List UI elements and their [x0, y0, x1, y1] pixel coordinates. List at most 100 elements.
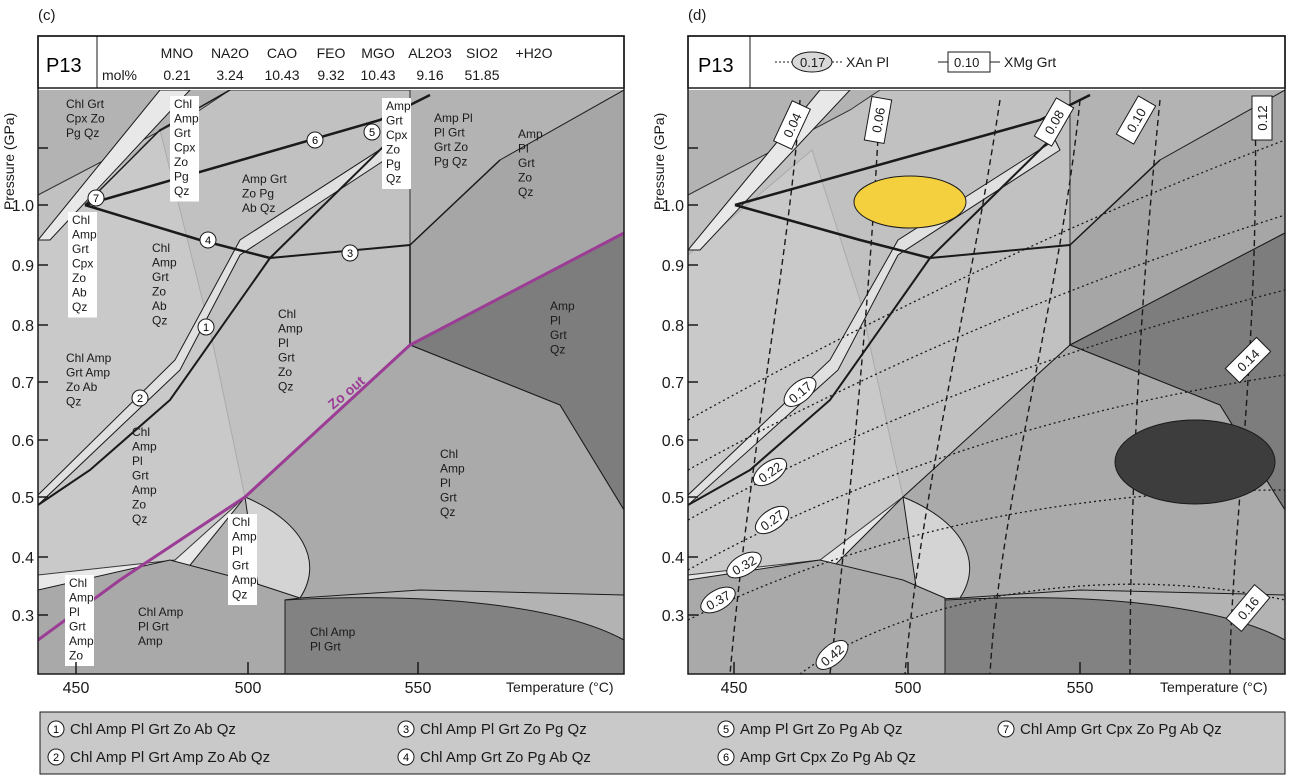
phase-field-label: Chl Grt Cpx Zo Pg Qz: [66, 97, 105, 140]
panel-d-sample: P13: [698, 55, 734, 77]
oxide-value: 10.43: [264, 67, 299, 83]
panel-c-xlabel: Temperature (°C): [506, 679, 614, 695]
dark-pt-region: [1114, 419, 1276, 505]
reaction-marker: [363, 123, 381, 141]
reaction-marker-number: 4: [205, 235, 211, 247]
oxide-name: MGO: [361, 45, 395, 61]
svg-text:Chl Amp Grt Cpx Zo Pg Ab Qz: Chl Amp Grt Cpx Zo Pg Ab Qz: [1020, 721, 1222, 738]
svg-text:5: 5: [723, 724, 729, 736]
phase-field-label: Amp Pl Grt Qz: [550, 299, 575, 357]
x-tick-label: 450: [63, 680, 90, 697]
y-tick-label: 0.6: [12, 433, 34, 450]
svg-text:7: 7: [1003, 724, 1009, 736]
oxide-name: AL2O3: [408, 45, 452, 61]
y-tick-label: 0.6: [662, 433, 684, 450]
y-tick-label: 0.4: [12, 550, 34, 567]
panel-c-header: P13 mol% MNO0.21NA2O3.24CAO10.43FEO9.32M…: [37, 35, 625, 89]
svg-text:Chl Amp Pl Grt Zo Pg Qz: Chl Amp Pl Grt Zo Pg Qz: [420, 721, 587, 738]
reaction-marker: [306, 131, 324, 149]
svg-text:3: 3: [403, 724, 409, 736]
phase-field-label: Chl Amp Pl Grt Amp Zo: [69, 576, 94, 663]
oxide-name: MNO: [161, 45, 194, 61]
legend-xmg-text: XMg Grt: [1004, 54, 1056, 70]
phase-field-label: Chl Amp Pl Grt Zo Qz: [278, 307, 303, 394]
field-label-box: [228, 514, 257, 605]
y-tick-label: 0.8: [662, 318, 684, 335]
reaction-marker: [341, 244, 359, 262]
phase-field-label: Chl Amp Pl Grt Amp: [138, 605, 184, 648]
legend-item: 4 Chl Amp Grt Zo Pg Ab Qz: [397, 748, 591, 766]
panel-c-sample: P13: [46, 55, 82, 77]
legend-item: 6 Amp Grt Cpx Zo Pg Ab Qz: [717, 748, 916, 766]
oxide-value: 0.21: [163, 67, 190, 83]
phase-field-label: Chl Amp Pl Grt Amp Zo Qz: [132, 425, 157, 526]
svg-text:0.06: 0.06: [869, 106, 888, 134]
field-label-box: [68, 212, 97, 318]
legend-xan-value: 0.17: [800, 55, 825, 70]
y-tick-label: 0.8: [12, 318, 34, 335]
svg-text:0.12: 0.12: [1255, 105, 1270, 130]
phase-field-label: Chl Amp Grt Amp Zo Ab Qz: [66, 351, 112, 409]
reaction-marker: [199, 231, 217, 249]
phase-field-label: Amp Grt Cpx Zo Pg Qz: [386, 99, 411, 186]
svg-text:6: 6: [723, 752, 729, 764]
legend-item: 2 Chl Amp Pl Grt Amp Zo Ab Qz: [47, 748, 270, 766]
y-tick-label: 0.3: [662, 608, 684, 625]
xmg-isopleth-label: 0.12: [1251, 95, 1273, 141]
oxide-name: NA2O: [211, 45, 249, 61]
reaction-marker-number: 2: [137, 393, 143, 405]
legend-item: 5 Amp Pl Grt Zo Pg Ab Qz: [717, 720, 903, 738]
reaction-marker-number: 5: [369, 127, 375, 139]
oxide-value: 9.32: [317, 67, 344, 83]
reaction-marker: [197, 318, 215, 336]
phase-field-label: Chl Amp Pl Grt: [310, 625, 356, 654]
xmg-isopleth-label: 0.06: [863, 96, 893, 144]
y-tick-label: 0.7: [662, 375, 684, 392]
phase-field-label: Chl Amp Pl Grt Qz: [440, 447, 465, 519]
reaction-marker-number: 3: [347, 248, 353, 260]
x-tick-label: 500: [895, 680, 922, 697]
x-tick-label: 500: [235, 680, 262, 697]
legend-xan-text: XAn Pl: [846, 54, 889, 70]
composition-unit: mol%: [102, 67, 137, 83]
y-tick-label: 0.9: [662, 258, 684, 275]
legend-item: 1 Chl Amp Pl Grt Zo Ab Qz: [47, 720, 236, 738]
svg-text:Chl Amp Pl Grt Amp Zo Ab Qz: Chl Amp Pl Grt Amp Zo Ab Qz: [70, 749, 270, 766]
y-tick-label: 0.3: [12, 608, 34, 625]
phase-field-label: Chl Amp Grt Zo Ab Qz: [152, 241, 177, 328]
panel-d-xlabel: Temperature (°C): [1160, 679, 1268, 695]
svg-text:1: 1: [53, 724, 59, 736]
y-tick-label: 0.5: [12, 490, 34, 507]
oxide-value: 9.16: [416, 67, 443, 83]
svg-text:Amp Grt Cpx Zo Pg Ab Qz: Amp Grt Cpx Zo Pg Ab Qz: [740, 749, 916, 766]
panel-d-ylabel: Pressure (GPa): [651, 113, 667, 210]
svg-text:Amp Pl Grt Zo Pg Ab Qz: Amp Pl Grt Zo Pg Ab Qz: [740, 721, 903, 738]
field-label-box: [65, 575, 94, 666]
oxide-value: 3.24: [216, 67, 243, 83]
svg-text:4: 4: [403, 752, 409, 764]
phase-field-label: Chl Amp Pl Grt Amp Qz: [232, 515, 257, 602]
phase-field-label: Amp Grt Zo Pg Ab Qz: [242, 172, 287, 215]
legend-item: 3 Chl Amp Pl Grt Zo Pg Qz: [397, 720, 587, 738]
x-tick-label: 550: [1067, 680, 1094, 697]
y-tick-label: 0.7: [12, 375, 34, 392]
reaction-marker: [87, 189, 105, 207]
y-tick-label: 1.0: [12, 198, 34, 215]
oxide-name: SIO2: [466, 45, 498, 61]
reaction-marker-number: 1: [203, 322, 209, 334]
reaction-legend: [39, 711, 1286, 775]
oxide-value: 51.85: [464, 67, 499, 83]
oxide-name: FEO: [317, 45, 346, 61]
panel-c-ylabel: Pressure (GPa): [1, 113, 17, 210]
field-label-box: [382, 98, 411, 189]
reaction-marker-number: 6: [312, 135, 318, 147]
svg-text:2: 2: [53, 752, 59, 764]
y-tick-label: 0.5: [662, 490, 684, 507]
phase-field-label: Amp Pl Grt Zo Qz: [518, 127, 543, 199]
panel-d-plot: 0.04 0.06 0.08 0.10 0.120.140.16 0.170.220.2…: [688, 90, 1285, 674]
y-tick-label: 0.4: [662, 550, 684, 567]
x-tick-label: 550: [405, 680, 432, 697]
panel-d-header: P13 0.17 XAn Pl 0.10 XMg Grt: [687, 35, 1286, 89]
